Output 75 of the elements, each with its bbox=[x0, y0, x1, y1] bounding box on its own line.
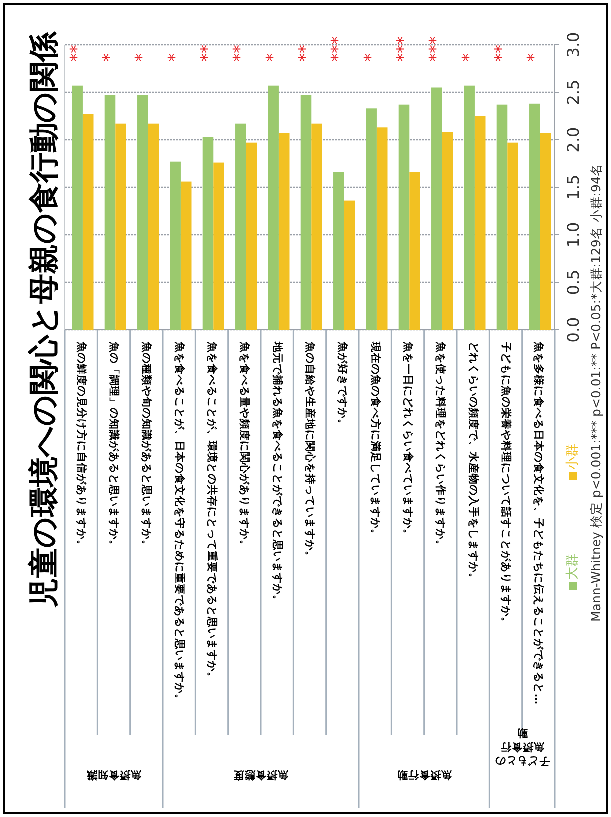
x-tick-label: 魚を食べることが、日本の食文化を守るために重要であると思いますか。 bbox=[173, 341, 186, 705]
annotation: *** bbox=[426, 36, 447, 62]
bar bbox=[72, 86, 83, 330]
bar bbox=[170, 162, 181, 330]
x-tick-label: 魚を一日にどれくらい食べていますか。 bbox=[402, 341, 415, 540]
x-tick-label: 地元で捕れる魚を食べることができると思いますか。 bbox=[271, 341, 284, 606]
bar bbox=[116, 124, 126, 330]
bar bbox=[366, 108, 377, 330]
text: Mann-Whitney 検定 p<0.001:*** p<0.01:** P<0.05:*大群:129名 小群:94名 bbox=[588, 164, 604, 622]
annotation: ** bbox=[67, 45, 88, 62]
y-tick-label: 2.5 bbox=[564, 80, 583, 106]
x-tick-label: 現在の魚の食べ方に満足していますか。 bbox=[369, 341, 382, 540]
text: 大群 bbox=[566, 554, 580, 580]
annotation: ** bbox=[296, 45, 316, 62]
x-tick-label: 魚の種類や旬の知識があると思いますか。 bbox=[140, 341, 154, 551]
annotation: ** bbox=[230, 45, 251, 62]
annotation: * bbox=[263, 54, 284, 62]
text: 魚摂食知識 bbox=[86, 769, 142, 782]
bar bbox=[214, 162, 224, 330]
x-tick-label: 魚の自給や生産地に関心を持っていますか。 bbox=[304, 341, 317, 562]
bar bbox=[278, 133, 290, 330]
bar bbox=[246, 142, 258, 330]
annotation: ** bbox=[198, 45, 218, 62]
text: 小群 bbox=[566, 444, 580, 470]
bar bbox=[312, 124, 322, 330]
bar bbox=[464, 86, 475, 330]
annotation: * bbox=[361, 54, 382, 62]
bar bbox=[442, 132, 454, 330]
x-tick-label: 魚を食べることが、環境との共存にとって重要であると思いますか。 bbox=[206, 341, 219, 683]
text: 魚摂食行動 bbox=[396, 769, 453, 782]
bar bbox=[432, 88, 442, 330]
x-tick-label: 魚を多様に食べる日本の食文化を、子どもたちに伝えることができると… bbox=[532, 341, 546, 704]
annotation: * bbox=[459, 54, 480, 62]
annotation: * bbox=[524, 54, 545, 62]
bar bbox=[398, 104, 410, 330]
bar bbox=[474, 116, 486, 330]
annotation: * bbox=[100, 54, 120, 62]
bar bbox=[344, 200, 356, 330]
bar bbox=[104, 95, 116, 330]
bar bbox=[508, 142, 518, 330]
bar bbox=[82, 114, 94, 330]
annotation: *** bbox=[328, 36, 349, 62]
bar bbox=[180, 182, 192, 330]
bar bbox=[300, 95, 312, 330]
bar bbox=[236, 124, 246, 330]
x-tick-label: 魚の「調理」の知識があると思いますか。 bbox=[108, 341, 121, 551]
bar bbox=[530, 104, 540, 330]
y-tick-label: 1.0 bbox=[564, 222, 583, 248]
bar bbox=[540, 133, 552, 330]
annotation: * bbox=[132, 54, 153, 62]
bar bbox=[148, 124, 160, 330]
x-tick-label: 子どもに魚の栄養や料理について話すことがありますか。 bbox=[500, 341, 513, 628]
annotation: *** bbox=[394, 36, 414, 62]
x-tick-label: 魚を食べる量や頻度に関心がありますか。 bbox=[238, 341, 252, 551]
bar bbox=[202, 137, 214, 330]
y-tick-label: 0.0 bbox=[564, 317, 583, 343]
annotation: ** bbox=[492, 45, 512, 62]
y-tick-label: 0.5 bbox=[564, 270, 583, 296]
x-tick-label: 魚を使った料理をどれくらい作りますか。 bbox=[434, 341, 448, 551]
bar bbox=[334, 172, 344, 330]
bar bbox=[376, 128, 388, 330]
bar bbox=[496, 104, 508, 330]
y-tick-label: 1.5 bbox=[564, 174, 583, 200]
y-tick-label: 2.0 bbox=[564, 127, 583, 153]
bar bbox=[268, 86, 279, 330]
bar bbox=[138, 95, 148, 330]
x-tick-label: 魚が好きですか。 bbox=[336, 341, 350, 430]
text: 魚摂食態度 bbox=[234, 769, 290, 782]
x-tick-label: 魚の鮮度の見分け方に自信がありますか。 bbox=[75, 341, 88, 551]
annotation: * bbox=[165, 54, 186, 62]
text: 児童の環境への関心と母親の食行動の関係 bbox=[27, 31, 62, 609]
text: 子どもとの魚摂食行動 bbox=[494, 727, 551, 767]
y-tick-label: 3.0 bbox=[564, 32, 583, 58]
x-tick-label: どれくらいの頻度で、水産物の入手をしますか。 bbox=[467, 342, 480, 584]
bar bbox=[410, 172, 420, 330]
